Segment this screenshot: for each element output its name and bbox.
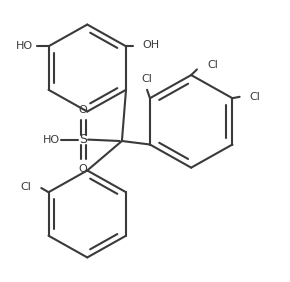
Text: HO: HO	[43, 135, 60, 145]
Text: Cl: Cl	[250, 92, 261, 102]
Text: O: O	[79, 105, 88, 115]
Text: HO: HO	[16, 41, 33, 51]
Text: O: O	[79, 164, 88, 174]
Text: OH: OH	[142, 40, 159, 50]
Text: Cl: Cl	[20, 182, 31, 191]
Text: S: S	[79, 133, 87, 146]
Text: Cl: Cl	[142, 74, 153, 84]
Text: Cl: Cl	[207, 60, 218, 70]
